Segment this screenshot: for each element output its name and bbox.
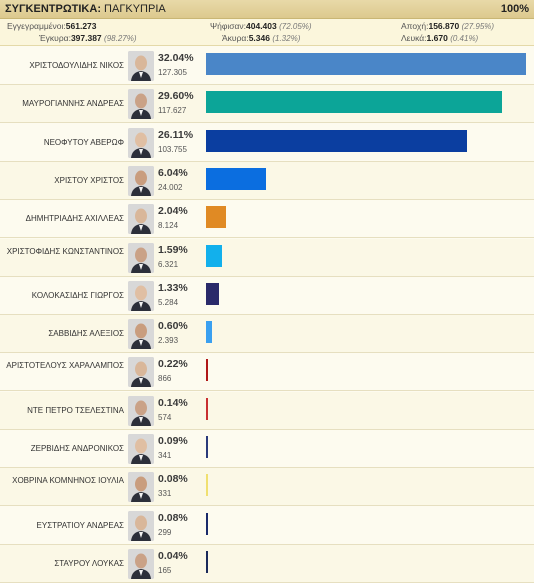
stat-registered: Εγγεγραμμένοι:561.273 bbox=[7, 21, 97, 31]
candidate-name: ΔΗΜΗΤΡΙΑΔΗΣ ΑΧΙΛΛΕΑΣ bbox=[25, 214, 124, 224]
candidate-votes: 866 bbox=[158, 374, 172, 384]
candidate-vote-bar bbox=[206, 244, 222, 267]
candidate-vote-bar bbox=[206, 397, 208, 420]
candidate-percentage: 0.60% bbox=[158, 320, 188, 333]
header-region: ΠΑΓΚΥΠΡΙΑ bbox=[104, 3, 166, 15]
header-title: ΣΥΓΚΕΝΤΡΩΤΙΚΑ: ΠΑΓΚΥΠΡΙΑ bbox=[5, 3, 166, 15]
candidate-photo bbox=[128, 548, 154, 579]
candidate-percentage: 0.09% bbox=[158, 435, 188, 447]
candidate-name: ΝΕΟΦΥΤΟΥ ΑΒΕΡΩΦ bbox=[43, 137, 124, 147]
header-label: ΣΥΓΚΕΝΤΡΩΤΙΚΑ: bbox=[5, 3, 101, 15]
candidate-votes: 6.321 bbox=[158, 259, 179, 269]
candidate-name: ΝΤΕ ΠΕΤΡΟ ΤΣΕΛΕΣΤΙΝΑ bbox=[27, 405, 124, 415]
candidate-percentage: 0.04% bbox=[158, 549, 188, 562]
candidate-photo bbox=[128, 280, 154, 311]
stat-blank: Λευκά:1.670 (0.41%) bbox=[401, 33, 479, 43]
candidate-row: ΜΑΥΡΟΓΙΑΝΝΗΣ ΑΝΔΡΕΑΣ 29.60% 117.627 bbox=[0, 85, 534, 124]
candidate-photo bbox=[128, 51, 154, 81]
candidate-vote-bar bbox=[206, 129, 467, 152]
candidate-row: ΑΡΙΣΤΟΤΕΛΟΥΣ ΧΑΡΑΛΑΜΠΟΣ 0.22% 866 bbox=[0, 353, 534, 392]
candidate-photo bbox=[128, 319, 154, 350]
candidate-photo bbox=[128, 472, 154, 503]
turnout-stats: Εγγεγραμμένοι:561.273 Ψήφισαν:404.403 (7… bbox=[0, 19, 534, 46]
candidate-row: ΝΕΟΦΥΤΟΥ ΑΒΕΡΩΦ 26.11% 103.755 bbox=[0, 123, 534, 162]
candidate-votes: 2.393 bbox=[158, 336, 179, 346]
candidate-name: ΜΑΥΡΟΓΙΑΝΝΗΣ ΑΝΔΡΕΑΣ bbox=[22, 99, 124, 109]
candidate-percentage: 0.22% bbox=[158, 358, 188, 371]
candidate-row: ΧΡΙΣΤΟΔΟΥΛΙΔΗΣ ΝΙΚΟΣ 32.04% 127.305 bbox=[0, 47, 534, 85]
candidate-vote-bar bbox=[206, 321, 212, 344]
candidate-name: ΖΕΡΒΙΔΗΣ ΑΝΔΡΟΝΙΚΟΣ bbox=[30, 444, 124, 453]
candidate-row: ΧΡΙΣΤΟΦΙΔΗΣ ΚΩΝΣΤΑΝΤΙΝΟΣ 1.59% 6.321 bbox=[0, 238, 534, 277]
candidate-vote-bar bbox=[206, 91, 502, 114]
candidate-percentage: 6.04% bbox=[158, 166, 188, 179]
candidate-percentage: 0.08% bbox=[158, 511, 188, 524]
candidate-percentage: 0.08% bbox=[158, 473, 188, 486]
candidate-row: ΝΤΕ ΠΕΤΡΟ ΤΣΕΛΕΣΤΙΝΑ 0.14% 574 bbox=[0, 391, 534, 430]
stat-invalid: Άκυρα:5.346 (1.32%) bbox=[222, 33, 301, 43]
candidate-row: ΖΕΡΒΙΔΗΣ ΑΝΔΡΟΝΙΚΟΣ 0.09% 341 bbox=[0, 430, 534, 468]
candidate-votes: 299 bbox=[158, 527, 172, 537]
candidate-vote-bar bbox=[206, 359, 209, 382]
results-header: ΣΥΓΚΕΝΤΡΩΤΙΚΑ: ΠΑΓΚΥΠΡΙΑ 100% bbox=[0, 0, 534, 19]
candidate-row: ΔΗΜΗΤΡΙΑΔΗΣ ΑΧΙΛΛΕΑΣ 2.04% 8.124 bbox=[0, 200, 534, 239]
stat-valid: Έγκυρα:397.387 (98.27%) bbox=[39, 33, 137, 43]
candidate-percentage: 0.14% bbox=[158, 396, 188, 409]
candidate-photo bbox=[128, 434, 154, 464]
candidate-photo bbox=[128, 204, 154, 235]
candidate-row: ΣΑΒΒΙΔΗΣ ΑΛΕΞΙΟΣ 0.60% 2.393 bbox=[0, 315, 534, 354]
candidate-percentage: 32.04% bbox=[158, 52, 194, 64]
candidate-percentage: 29.60% bbox=[158, 90, 194, 103]
candidate-votes: 8.124 bbox=[158, 221, 179, 231]
candidate-name: ΚΟΛΟΚΑΣΙΔΗΣ ΓΙΩΡΓΟΣ bbox=[31, 290, 124, 300]
candidate-votes: 341 bbox=[158, 451, 172, 460]
candidate-vote-bar bbox=[206, 167, 267, 190]
candidate-votes: 24.002 bbox=[158, 182, 183, 192]
candidate-votes: 331 bbox=[158, 489, 172, 499]
candidate-photo bbox=[128, 242, 154, 273]
candidate-photo bbox=[128, 510, 154, 541]
candidate-name: ΣΑΒΒΙΔΗΣ ΑΛΕΞΙΟΣ bbox=[48, 329, 124, 339]
candidate-photo bbox=[128, 127, 154, 158]
candidate-photo bbox=[128, 89, 154, 120]
candidate-name: ΕΥΣΤΡΑΤΙΟΥ ΑΝΔΡΕΑΣ bbox=[36, 520, 124, 530]
candidate-votes: 117.627 bbox=[158, 106, 187, 116]
candidate-votes: 103.755 bbox=[158, 144, 187, 154]
candidate-vote-bar bbox=[206, 550, 208, 573]
completion-percentage: 100% bbox=[500, 3, 529, 15]
candidate-photo bbox=[128, 357, 154, 388]
candidate-photo bbox=[128, 165, 154, 196]
candidate-row: ΚΟΛΟΚΑΣΙΔΗΣ ΓΙΩΡΓΟΣ 1.33% 5.284 bbox=[0, 276, 534, 315]
stat-voted: Ψήφισαν:404.403 (72.05%) bbox=[210, 21, 312, 31]
candidate-vote-bar bbox=[206, 282, 220, 305]
candidate-percentage: 1.59% bbox=[158, 243, 188, 256]
candidate-vote-bar bbox=[206, 53, 526, 75]
candidate-row: ΣΤΑΥΡΟΥ ΛΟΥΚΑΣ 0.04% 165 bbox=[0, 544, 534, 583]
stat-abstention: Αποχή:156.870 (27.95%) bbox=[401, 21, 495, 31]
candidate-votes: 574 bbox=[158, 412, 172, 422]
candidate-name: ΧΡΙΣΤΟΥ ΧΡΙΣΤΟΣ bbox=[54, 175, 124, 185]
candidate-row: ΧΡΙΣΤΟΥ ΧΡΙΣΤΟΣ 6.04% 24.002 bbox=[0, 161, 534, 200]
candidate-percentage: 1.33% bbox=[158, 281, 188, 294]
candidate-vote-bar bbox=[206, 206, 227, 229]
candidate-votes: 127.305 bbox=[158, 68, 187, 77]
candidate-row: ΕΥΣΤΡΑΤΙΟΥ ΑΝΔΡΕΑΣ 0.08% 299 bbox=[0, 506, 534, 545]
candidate-votes: 165 bbox=[158, 565, 172, 575]
candidate-name: ΑΡΙΣΤΟΤΕΛΟΥΣ ΧΑΡΑΛΑΜΠΟΣ bbox=[6, 361, 124, 371]
candidate-vote-bar bbox=[206, 436, 208, 458]
candidate-name: ΧΡΙΣΤΟΔΟΥΛΙΔΗΣ ΝΙΚΟΣ bbox=[29, 61, 124, 70]
candidate-percentage: 26.11% bbox=[158, 128, 194, 141]
candidate-name: ΧΡΙΣΤΟΦΙΔΗΣ ΚΩΝΣΤΑΝΤΙΝΟΣ bbox=[6, 246, 124, 256]
candidate-votes: 5.284 bbox=[158, 297, 179, 307]
candidate-name: ΧΟΒΡΙΝΑ ΚΟΜΝΗΝΟΣ ΙΟΥΛΙΑ bbox=[12, 476, 124, 486]
candidate-percentage: 2.04% bbox=[158, 205, 188, 218]
candidate-vote-bar bbox=[206, 512, 208, 535]
candidate-name: ΣΤΑΥΡΟΥ ΛΟΥΚΑΣ bbox=[54, 558, 124, 568]
candidate-vote-bar bbox=[206, 474, 208, 497]
candidate-row: ΧΟΒΡΙΝΑ ΚΟΜΝΗΝΟΣ ΙΟΥΛΙΑ 0.08% 331 bbox=[0, 468, 534, 507]
candidate-photo bbox=[128, 395, 154, 426]
